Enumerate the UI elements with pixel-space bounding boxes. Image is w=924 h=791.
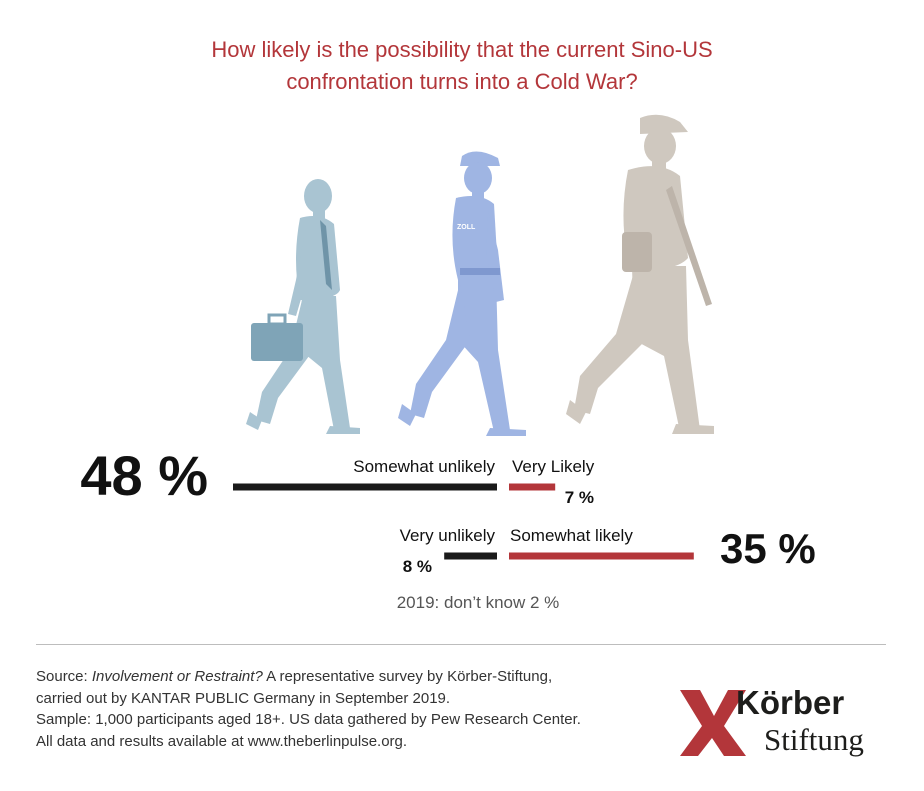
title-line-2: confrontation turns into a Cold War? — [286, 69, 638, 94]
koerber-stiftung-logo: Körber Stiftung — [678, 684, 898, 764]
diverging-bar-chart: 48 % Somewhat unlikely Very Likely 7 % V… — [80, 444, 816, 612]
chart-title: How likely is the possibility that the c… — [0, 34, 924, 98]
logo-word-koerber: Körber — [736, 684, 845, 721]
source-line-2: carried out by KANTAR PUBLIC Germany in … — [36, 689, 451, 707]
row2-somewhat-likely-bar — [509, 552, 694, 560]
row1-somewhat-unlikely-label: Somewhat unlikely — [353, 457, 495, 476]
title-line-1: How likely is the possibility that the c… — [211, 37, 713, 62]
dont-know-footnote: 2019: don’t know 2 % — [397, 593, 560, 612]
businessman-figure — [246, 179, 360, 434]
zoll-badge-text: ZOLL — [457, 224, 476, 231]
row2-very-unlikely-bar — [444, 552, 497, 560]
row1-very-likely-value: 7 % — [565, 488, 594, 507]
officer-figure: ZOLL — [398, 151, 526, 436]
source-prefix: Source: — [36, 668, 88, 685]
row2-very-unlikely-value: 8 % — [403, 557, 432, 576]
source-line-1-rest: A representative survey by Körber-Stiftu… — [266, 668, 553, 685]
row2-very-unlikely-label: Very unlikely — [400, 526, 496, 545]
source-note: Source: Involvement or Restraint? A repr… — [36, 666, 581, 752]
source-line-3: Sample: 1,000 participants aged 18+. US … — [36, 711, 581, 728]
source-line-4: All data and results available at www.th… — [36, 732, 408, 750]
row2-somewhat-likely-label: Somewhat likely — [510, 526, 633, 545]
row1-very-likely-bar — [509, 483, 556, 491]
source-line-1: Source: Involvement or Restraint? A repr… — [36, 666, 581, 688]
row2-total-label: 35 % — [720, 525, 816, 572]
soldier-figure — [566, 114, 714, 434]
row1-total-label: 48 % — [80, 444, 208, 507]
logo-word-stiftung: Stiftung — [764, 722, 864, 757]
logo-mark-icon — [680, 690, 746, 756]
divider-line — [36, 644, 886, 645]
row1-very-likely-label: Very Likely — [512, 457, 595, 476]
walking-figures-illustration: ZOLL — [246, 114, 714, 436]
row1-somewhat-unlikely-bar — [233, 483, 497, 491]
survey-title: Involvement or Restraint? — [91, 668, 263, 685]
